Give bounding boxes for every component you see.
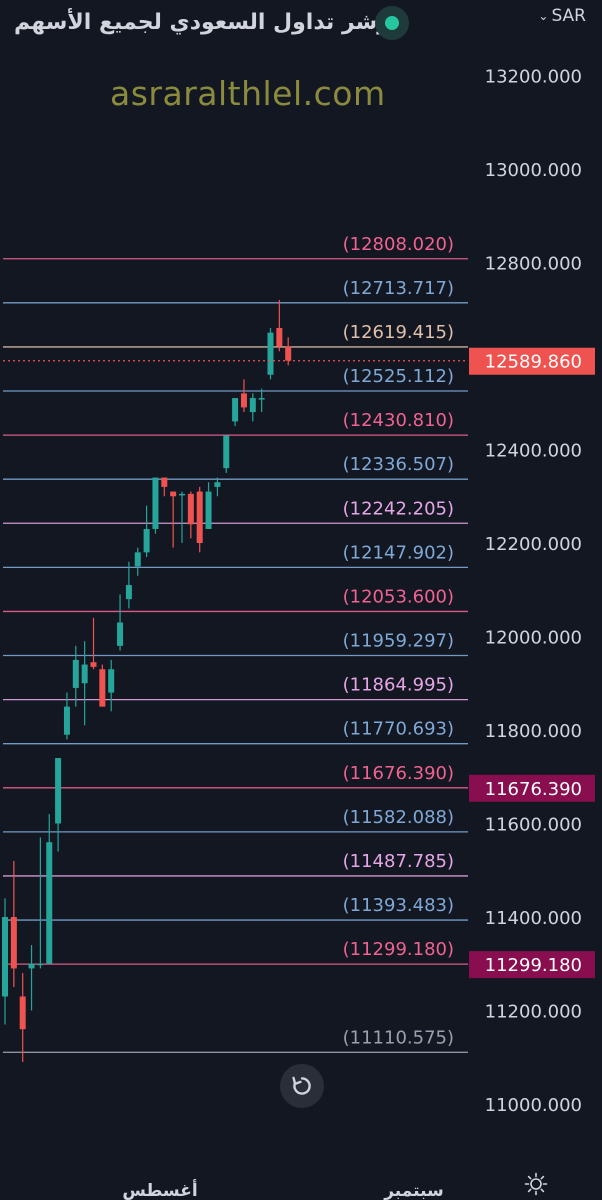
currency-label: SAR: [551, 6, 586, 26]
candle-body: [285, 346, 292, 361]
candle-body: [143, 528, 150, 553]
settings-icon[interactable]: [524, 1172, 548, 1196]
candle-body: [108, 669, 115, 693]
candle-body: [134, 552, 141, 567]
y-tick-label: 13000.000: [485, 160, 582, 181]
candle-body: [81, 664, 88, 684]
candles: [2, 299, 292, 1062]
candle-body: [161, 477, 168, 487]
level-label: (11487.785): [343, 851, 454, 872]
level-label: (11770.693): [343, 719, 454, 740]
fibonacci-levels: (12808.020) (12713.717) (12619.415) (12525.…: [3, 234, 468, 1053]
level-label: (12808.020): [343, 234, 454, 255]
candle-body: [90, 662, 97, 667]
level-label: (12713.717): [343, 278, 454, 299]
y-tick-label: 11200.000: [485, 1002, 582, 1023]
status-dot-icon[interactable]: [375, 6, 409, 40]
price-badge-label: 11299.180: [485, 955, 582, 976]
candle-body: [2, 917, 8, 997]
candle-body: [55, 758, 62, 824]
candle-body: [46, 842, 53, 964]
candle-body: [240, 393, 247, 408]
level-label: (11393.483): [343, 895, 454, 916]
currency-selector[interactable]: ⌄ SAR: [538, 6, 586, 26]
status-dot: [385, 16, 399, 30]
level-label: (12525.112): [343, 366, 454, 387]
candle-body: [63, 706, 70, 735]
y-tick-label: 13200.000: [485, 67, 582, 88]
time-axis[interactable]: أغسطس سبتمبر: [122, 1179, 443, 1200]
price-badge: [469, 347, 595, 375]
candle-body: [152, 477, 159, 529]
candle-body: [205, 491, 212, 529]
y-tick-label: 11800.000: [485, 721, 582, 742]
candle-body: [72, 659, 79, 688]
x-tick-label: أغسطس: [122, 1179, 197, 1200]
level-label: (12619.415): [343, 322, 454, 343]
candle-body: [267, 332, 274, 375]
candle-body: [249, 398, 256, 413]
price-badges: 12589.860 11676.390 11299.180: [469, 347, 595, 979]
level-label: (11110.575): [343, 1027, 454, 1048]
price-badge-label: 12589.860: [485, 352, 582, 373]
candle-body: [196, 491, 203, 543]
candle-body: [117, 622, 124, 646]
y-tick-label: 12000.000: [485, 628, 582, 649]
y-tick-label: 12200.000: [485, 534, 582, 555]
candle-body: [214, 482, 221, 487]
level-label: (11959.297): [343, 631, 454, 652]
candle-body: [10, 917, 17, 969]
y-tick-label: 11000.000: [485, 1095, 582, 1116]
candle-body: [170, 491, 177, 497]
candle-body: [187, 493, 194, 525]
price-badge-label: 11676.390: [485, 779, 582, 800]
level-label: (11582.088): [343, 807, 454, 828]
candle-body: [223, 435, 230, 469]
x-tick-label: سبتمبر: [383, 1181, 444, 1200]
candle-body: [37, 963, 44, 966]
level-label: (12242.205): [343, 498, 454, 519]
candle-body: [99, 669, 106, 707]
level-label: (12147.902): [343, 542, 454, 563]
y-tick-label: 12400.000: [485, 441, 582, 462]
level-label: (11676.390): [343, 763, 454, 784]
candle-body: [276, 327, 283, 347]
candle-body: [179, 493, 185, 496]
candle-body: [19, 996, 26, 1030]
price-badge: [469, 951, 595, 979]
chevron-down-icon: ⌄: [538, 9, 549, 23]
chart-header: مؤشر تداول السعودي لجميع الأسهم ⌄ SAR: [0, 0, 602, 50]
watermark: asraralthlel.com: [110, 74, 386, 113]
reset-view-icon: [292, 1076, 311, 1095]
candle-body: [28, 963, 35, 969]
price-badge: [469, 774, 595, 802]
reset-view-button[interactable]: [280, 1064, 324, 1108]
y-tick-label: 12800.000: [485, 254, 582, 275]
candle-body: [258, 398, 265, 400]
level-label: (12336.507): [343, 454, 454, 475]
level-label: (12053.600): [343, 586, 454, 607]
candle-body: [232, 398, 239, 422]
chart-title: مؤشر تداول السعودي لجميع الأسهم: [14, 10, 405, 35]
level-label: (11299.180): [343, 939, 454, 960]
level-label: (12430.810): [343, 410, 454, 431]
y-tick-label: 11600.000: [485, 815, 582, 836]
candle-body: [125, 585, 132, 600]
y-tick-label: 11400.000: [485, 908, 582, 929]
level-label: (11864.995): [343, 675, 454, 696]
